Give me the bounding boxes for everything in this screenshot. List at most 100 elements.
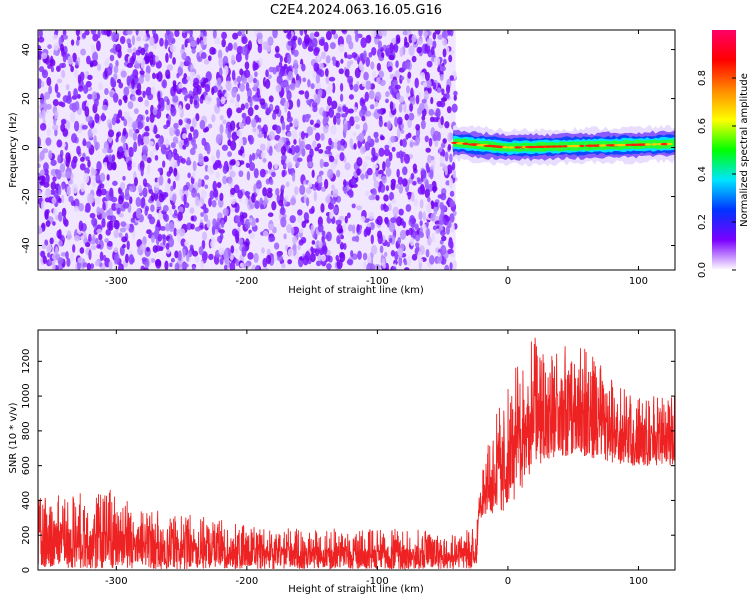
noise-speck <box>253 83 257 92</box>
noise-speck <box>38 163 41 169</box>
noise-speck <box>220 219 225 228</box>
noise-speck <box>395 183 400 189</box>
noise-speck <box>122 127 127 136</box>
noise-speck <box>360 215 366 222</box>
noise-speck <box>309 119 314 126</box>
spectrogram-y-tick-label: 20 <box>21 92 32 105</box>
noise-speck <box>137 136 142 147</box>
noise-speck <box>288 147 293 154</box>
noise-speck <box>115 202 122 210</box>
noise-speck <box>108 122 113 131</box>
noise-speck <box>123 86 130 97</box>
noise-speck <box>254 104 259 111</box>
noise-speck <box>235 160 240 168</box>
signal-core <box>561 145 569 148</box>
noise-speck <box>402 30 408 36</box>
signal-core <box>644 143 652 146</box>
noise-speck <box>415 242 420 248</box>
noise-speck <box>141 257 147 262</box>
noise-speck <box>269 234 276 242</box>
noise-speck <box>180 157 186 164</box>
noise-speck <box>247 106 254 117</box>
noise-speck <box>89 193 95 204</box>
noise-speck <box>99 172 106 182</box>
noise-speck <box>131 79 135 90</box>
noise-speck <box>438 147 443 153</box>
noise-speck <box>415 234 421 242</box>
spectrogram-y-tick-label: -20 <box>21 188 32 204</box>
snr-x-ticks: -300 -200 -100 0 100 <box>105 330 648 587</box>
noise-speck <box>286 223 293 234</box>
noise-speck <box>166 120 171 128</box>
noise-speck <box>178 104 182 115</box>
noise-speck <box>338 44 345 53</box>
noise-speck <box>166 248 171 255</box>
noise-speck <box>366 167 373 176</box>
noise-speck <box>300 140 306 150</box>
noise-speck <box>118 212 124 218</box>
noise-speck <box>408 34 413 44</box>
noise-speck <box>351 52 358 59</box>
noise-speck <box>397 237 402 245</box>
noise-speck <box>227 138 232 147</box>
noise-speck <box>331 100 338 110</box>
noise-speck <box>229 160 236 166</box>
noise-speck <box>159 175 164 186</box>
noise-speck <box>376 62 381 71</box>
noise-speck <box>38 190 42 196</box>
noise-speck <box>248 134 254 145</box>
noise-speck <box>92 169 97 176</box>
noise-speck <box>452 210 457 216</box>
noise-speck <box>358 60 363 71</box>
noise-speck <box>335 254 340 262</box>
noise-speck <box>53 42 59 51</box>
noise-speck <box>116 78 122 84</box>
noise-speck <box>377 30 384 37</box>
noise-speck <box>217 212 223 220</box>
noise-speck <box>70 112 76 123</box>
noise-speck <box>353 83 359 93</box>
noise-speck <box>294 186 299 196</box>
noise-speck <box>429 255 435 265</box>
noise-speck <box>122 243 126 249</box>
noise-speck <box>394 116 398 128</box>
noise-speck <box>318 38 325 46</box>
noise-speck <box>137 184 143 194</box>
noise-speck <box>259 168 266 178</box>
noise-speck <box>178 206 184 214</box>
noise-speck <box>375 194 380 201</box>
noise-speck <box>89 212 96 219</box>
noise-speck <box>433 130 440 141</box>
noise-speck <box>45 173 50 184</box>
noise-speck <box>374 137 379 143</box>
noise-speck <box>157 138 163 148</box>
noise-speck <box>180 228 186 237</box>
noise-speck <box>204 84 211 93</box>
noise-speck <box>263 131 267 139</box>
noise-speck <box>346 54 353 60</box>
noise-speck <box>364 91 369 102</box>
noise-speck <box>173 122 179 130</box>
noise-speck <box>70 39 75 46</box>
noise-speck <box>46 76 52 86</box>
noise-speck <box>89 263 95 269</box>
noise-speck <box>216 77 222 87</box>
noise-speck <box>116 113 120 124</box>
noise-speck <box>61 69 66 79</box>
noise-speck <box>89 62 94 67</box>
noise-speck <box>336 169 341 178</box>
noise-speck <box>444 121 450 129</box>
noise-speck <box>261 127 265 135</box>
noise-speck <box>157 167 164 173</box>
spectrogram-x-tick-label: -200 <box>236 276 259 287</box>
noise-speck <box>166 98 170 106</box>
noise-speck <box>275 188 280 196</box>
noise-speck <box>173 167 178 177</box>
noise-speck <box>340 234 345 240</box>
noise-speck <box>176 72 180 79</box>
noise-speck <box>437 87 441 93</box>
noise-speck <box>234 215 241 224</box>
noise-speck <box>86 55 91 65</box>
noise-speck <box>156 219 161 227</box>
noise-speck <box>44 91 51 100</box>
